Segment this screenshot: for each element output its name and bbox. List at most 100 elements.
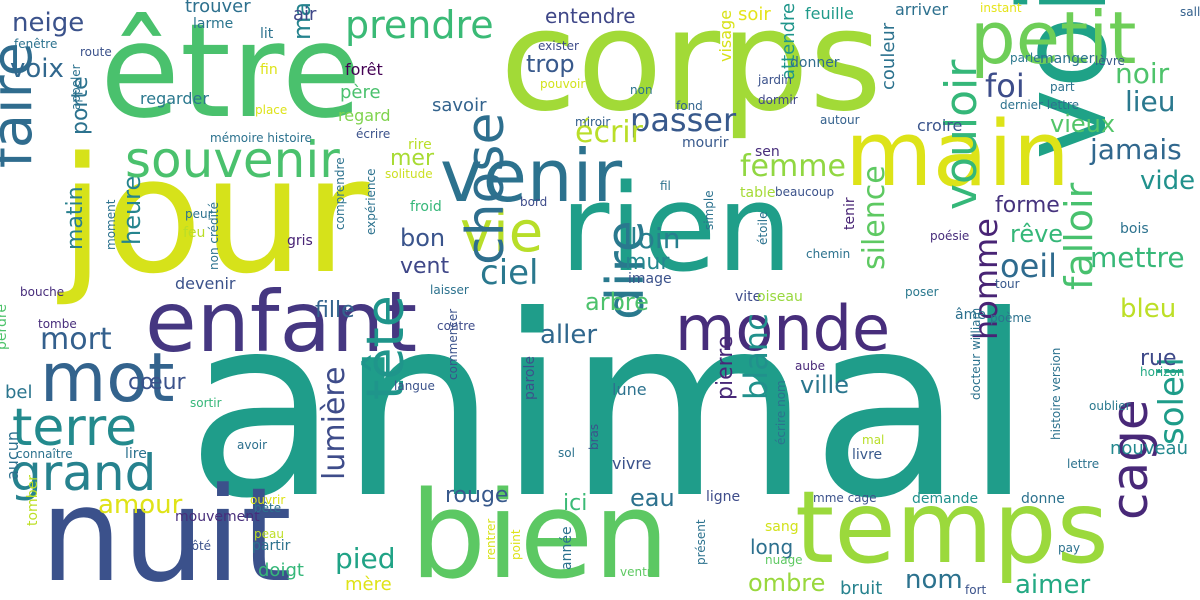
word-ecrir: écrir [575,115,643,150]
word-miroir: miroir [575,115,611,129]
word-cage: cage [1101,399,1159,520]
word-mot: mot [40,339,175,418]
word-mourir: mourir [682,135,729,151]
word-vieux: vieux [1050,110,1116,138]
word-tomber: tomber [25,475,41,526]
word-nuit: nuit [40,459,292,600]
word-regarder: regarder [140,89,209,108]
word-sortir: sortir [190,396,222,410]
word-livre: livre [852,447,883,463]
word-tour: tour [995,277,1020,291]
word-lumiere: lumière [317,366,352,481]
word-lire: lire [125,446,147,462]
word-parler: parler [1010,51,1046,65]
word-noir: noir [1115,57,1170,90]
word-non_credite: non crédité [207,201,221,270]
word-vent: vent [400,254,450,279]
word-aller: aller [540,320,598,350]
word-fond: fond [676,99,703,113]
word-main: main [845,102,1070,207]
word-manger: manger [1040,51,1095,67]
word-sen: sen [755,144,780,160]
word-poser: poser [905,285,939,299]
word-bord: bord [520,195,548,209]
word-non: non [630,83,653,97]
word-levre: lèvre [1095,54,1125,68]
word-donne: donne [1021,491,1065,507]
word-pay: pay [1058,541,1081,555]
word-experience: expérience [364,168,378,235]
word-annee: année [559,526,575,570]
word-heure: heure [118,175,146,245]
word-forme: forme [995,193,1060,218]
word-rien: rien [560,160,793,299]
word-beaucoup: beaucoup [775,185,835,199]
word-femme: femme [740,149,846,184]
word-bon: bon [400,224,446,252]
word-ville: ville [800,371,849,399]
word-rire: rire [408,137,432,153]
word-peau: peau [254,527,284,541]
word-image: image [628,271,672,287]
word-doigt: doigt [258,560,304,581]
word-bouche: bouche [20,285,65,299]
word-fort: fort [965,583,987,597]
word-simple: simple [702,190,716,230]
word-lieu: lieu [1125,85,1176,118]
word-parole: parole [522,356,538,400]
word-moment: moment [104,199,118,250]
word-animal: animal [186,262,1034,553]
word-ligne: ligne [706,489,741,505]
word-eau: eau [630,484,675,512]
word-peur: peur [185,207,213,221]
word-ombre: ombre [748,569,826,597]
word-pied: pied [335,542,396,575]
word-blanc: blanc [737,313,775,400]
word-chemin: chemin [806,247,851,261]
word-arriver: arriver [895,0,949,19]
word-route: route [80,45,112,59]
word-nouveau: nouveau [1110,438,1188,459]
word-mme_cage: mme cage [813,491,877,505]
word-entendre: entendre [545,4,636,28]
word-bleu: bleu [1120,294,1177,324]
word-perdre: perdre [0,304,10,350]
word-enfant: enfant [145,273,418,371]
word-savoir: savoir [432,95,487,116]
word-dernier_lettre: dernier lettre [1000,98,1079,112]
word-place: place [255,103,288,117]
word-poesie: poésie [930,229,970,243]
word-avoir: avoir [237,438,268,452]
word-bruit: bruit [840,578,883,599]
word-lune: lune [612,380,647,399]
word-temps: temps [795,469,1109,586]
word-sol: sol [558,446,575,460]
word-jardin: jardin [758,73,792,87]
word-aube: aube [795,359,825,373]
word-contre: contre [437,319,476,333]
word-present: présent [694,519,708,565]
word-venir: venir [440,134,623,218]
word-dormir: dormir [758,93,798,107]
word-point: point [509,529,523,560]
word-silence: silence [857,165,892,270]
word-docteur_william: docteur william [969,307,983,400]
word-chose: chose [456,112,516,265]
word-visage: visage [716,9,735,62]
word-air: air [293,4,317,25]
word-memoire_histoire: mémoire histoire [210,131,312,145]
word-mal: mal [862,433,885,447]
word-foret: forêt [345,60,383,79]
word-cote: côté [185,539,212,553]
word-part: part [1050,80,1075,94]
word-trop: trop [526,50,575,78]
word-monde: monde [675,292,891,365]
word-larme: larme [193,16,234,32]
word-comprendre: comprendre [333,157,347,230]
word-mer: mer [390,146,435,171]
word-mort: mort [40,322,112,357]
word-devenir: devenir [175,274,236,293]
word-loin: loin [630,222,681,255]
word-gris: gris [287,233,313,249]
word-langue: langue [394,379,435,393]
